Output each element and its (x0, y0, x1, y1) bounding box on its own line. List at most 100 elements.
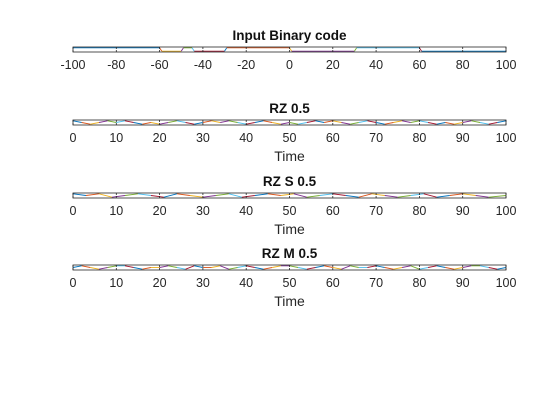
x-tick-label: 90 (456, 131, 470, 145)
series-segment (142, 122, 152, 125)
series-segment (107, 120, 117, 123)
series-traces (73, 265, 506, 270)
x-tick-label: 20 (326, 58, 340, 72)
series-segment (191, 47, 195, 52)
x-tick-label: 10 (109, 131, 123, 145)
series-segment (124, 120, 134, 123)
series-segment (185, 122, 195, 125)
x-tick-label: 20 (153, 204, 167, 218)
series-segment (124, 193, 139, 196)
series-segment (176, 267, 186, 270)
series-segment (293, 193, 307, 198)
series-segment (289, 122, 299, 125)
x-tick-label: 60 (412, 58, 426, 72)
series-segment (341, 122, 351, 125)
x-tick-label: 50 (283, 204, 297, 218)
series-segment (401, 120, 411, 123)
series-segment (393, 267, 403, 270)
x-tick-label: 40 (239, 204, 253, 218)
series-segment (367, 265, 377, 268)
x-tick-label: 80 (412, 276, 426, 290)
series-segment (133, 267, 143, 270)
series-segment (116, 120, 126, 123)
subplot-3: RZ S 0.5 0 10 20 30 40 50 60 70 80 90 100 Time (70, 174, 517, 237)
x-tick-label: 40 (239, 276, 253, 290)
series-segment (384, 122, 394, 125)
series-segment (367, 120, 377, 123)
series-segment (168, 120, 178, 123)
series-segment (263, 120, 273, 123)
series-segment (107, 265, 117, 268)
x-axis-label: Time (274, 293, 305, 309)
series-segment (150, 195, 164, 198)
x-tick-label: 70 (369, 204, 383, 218)
x-tick-label: 70 (369, 131, 383, 145)
series-segment (488, 195, 506, 198)
series-segment (384, 267, 394, 270)
series-segment (497, 120, 506, 123)
series-segment (137, 193, 151, 196)
series-segment (410, 265, 420, 270)
series-segment (376, 122, 385, 125)
series-traces (73, 193, 506, 198)
x-tick-label: 10 (109, 276, 123, 290)
series-segment (254, 120, 264, 123)
x-tick-label: 30 (196, 276, 210, 290)
series-segment (98, 193, 113, 198)
subplot-1: Input Binary code -100 -80 -60 -40 -20 0 20 40 60… (60, 28, 516, 72)
series-traces (73, 120, 506, 125)
series-segment (228, 193, 242, 198)
series-segment (298, 122, 307, 125)
series-segment (150, 122, 160, 125)
x-tick-label: -100 (60, 58, 85, 72)
series-segment (81, 122, 91, 125)
series-segment (376, 265, 385, 268)
series-segment (488, 267, 498, 270)
series-segment (194, 265, 203, 268)
x-tick-label: 90 (456, 204, 470, 218)
x-tick-label: 40 (239, 131, 253, 145)
series-segment (319, 193, 333, 196)
x-tick-label: 30 (196, 131, 210, 145)
series-segment (497, 267, 506, 270)
x-tick-label: 60 (326, 204, 340, 218)
series-segment (453, 267, 463, 270)
series-segment (133, 122, 143, 125)
series-segment (393, 120, 403, 123)
x-tick-label: -20 (237, 58, 255, 72)
series-segment (358, 193, 372, 198)
series-segment (410, 193, 424, 196)
x-tick-label: 80 (412, 204, 426, 218)
series-segment (194, 122, 203, 125)
series-segment (111, 195, 126, 198)
series-segment (280, 122, 290, 125)
series-segment (228, 267, 238, 270)
series-segment (332, 193, 346, 196)
series-segment (246, 122, 255, 125)
x-tick-label: 100 (496, 276, 517, 290)
series-segment (332, 120, 342, 123)
series-segment (298, 267, 307, 270)
series-segment (384, 195, 398, 198)
x-tick-label: 70 (369, 276, 383, 290)
x-tick-label: 60 (326, 131, 340, 145)
series-segment (350, 122, 359, 125)
series-segment (449, 193, 463, 196)
series-segment (401, 265, 411, 268)
x-tick-label: 80 (412, 131, 426, 145)
series-segment (280, 193, 294, 196)
series-segment (90, 267, 100, 270)
series-segment (263, 267, 273, 270)
series-segment (176, 193, 190, 196)
series-segment (479, 122, 489, 125)
series-segment (267, 193, 281, 196)
series-segment (272, 122, 281, 125)
series-segment (419, 120, 429, 123)
series-segment (324, 265, 333, 268)
x-tick-label: 0 (70, 276, 77, 290)
x-tick-label: 60 (326, 276, 340, 290)
series-segment (488, 122, 498, 125)
series-segment (168, 265, 178, 268)
subplot-title: Input Binary code (232, 28, 347, 43)
x-tick-label: 20 (153, 276, 167, 290)
